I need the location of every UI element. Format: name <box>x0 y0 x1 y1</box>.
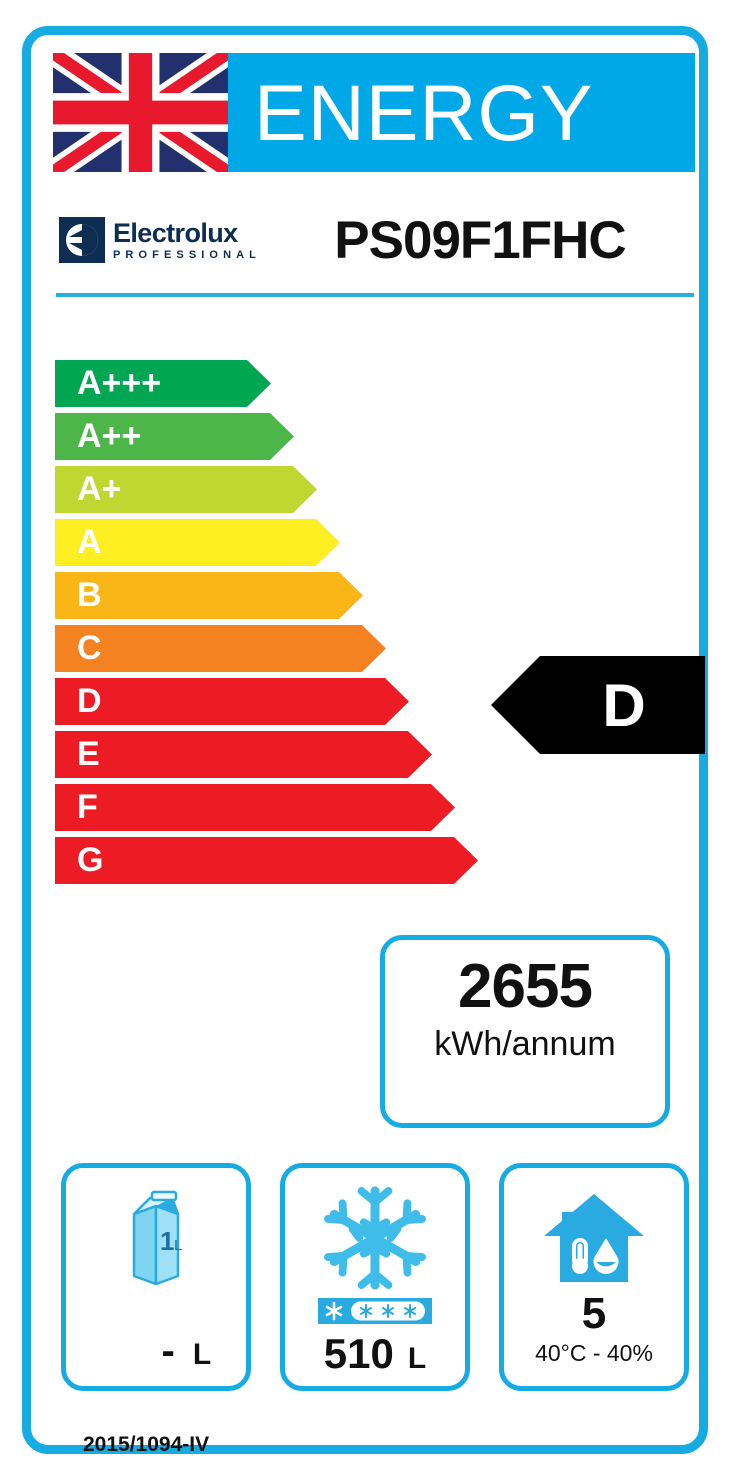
climate-conditions: 40°C - 40% <box>535 1340 653 1366</box>
grade-arrow-e <box>55 731 432 778</box>
house-climate-icon <box>540 1180 648 1296</box>
model-identifier: PS09F1FHC <box>334 210 626 270</box>
energy-word: ENERGY <box>254 68 594 157</box>
grade-row-g: G <box>55 837 695 884</box>
grade-row-a2: A++ <box>55 413 695 460</box>
grade-arrow-c <box>55 625 386 672</box>
grade-row-f: F <box>55 784 695 831</box>
snowflake-icon <box>319 1180 431 1296</box>
grade-arrow-b <box>55 572 363 619</box>
grade-arrow-a2 <box>55 413 294 460</box>
uk-flag-icon <box>53 53 228 172</box>
freezer-volume-unit: L <box>407 1342 427 1375</box>
selected-class-letter: D <box>602 671 646 739</box>
header-divider <box>56 293 694 297</box>
regulation-reference: 2015/1094-IV <box>83 1433 210 1456</box>
consumption-value: 2655 <box>458 952 593 1021</box>
freezer-volume-box: 510 L <box>280 1163 470 1391</box>
brand-logo-text: Electrolux PROFESSIONAL <box>113 217 261 261</box>
brand-subtitle: PROFESSIONAL <box>113 248 261 261</box>
four-star-rating-icon <box>318 1298 432 1324</box>
fresh-food-volume-unit: L <box>192 1338 212 1371</box>
grade-row-a: A <box>55 519 695 566</box>
grade-arrow-g <box>55 837 478 884</box>
grade-arrow-a1 <box>55 466 317 513</box>
svg-text:L: L <box>174 1237 182 1254</box>
grade-arrow-d <box>55 678 409 725</box>
energy-title-band: ENERGY <box>228 53 695 172</box>
annual-consumption-box: 2655 kWh/annum <box>380 935 670 1128</box>
electrolux-mark-icon <box>59 217 105 263</box>
fresh-food-volume-value: - <box>161 1329 175 1373</box>
grade-arrow-a <box>55 519 340 566</box>
grade-row-b: B <box>55 572 695 619</box>
selected-energy-class-marker: D <box>491 656 705 754</box>
brand-row: Electrolux PROFESSIONAL PS09F1FHC <box>53 190 695 290</box>
svg-text:1: 1 <box>160 1226 174 1256</box>
label-header: ENERGY <box>53 53 695 172</box>
climate-class-value: 5 <box>581 1289 607 1338</box>
brand-logo: Electrolux PROFESSIONAL <box>53 217 283 263</box>
energy-label-frame: ENERGY Electrolux PROFESSIONAL PS09F1FHC <box>22 26 708 1456</box>
fresh-food-values: - L <box>66 1329 246 1374</box>
energy-class-scale: A+++ A++ A+ A <box>55 360 695 890</box>
feature-boxes: 1 L - L <box>61 1163 689 1391</box>
grade-row-a1: A+ <box>55 466 695 513</box>
milk-carton-icon: 1 L <box>116 1180 196 1296</box>
climate-class-box: 5 40°C - 40% <box>499 1163 689 1391</box>
freezer-volume-value: 510 <box>323 1330 394 1377</box>
freezer-values: 510 L <box>285 1330 465 1378</box>
grade-arrow-a3 <box>55 360 271 407</box>
consumption-unit: kWh/annum <box>434 1025 616 1064</box>
grade-arrow-f <box>55 784 455 831</box>
brand-name: Electrolux <box>113 217 238 248</box>
fresh-food-volume-box: 1 L - L <box>61 1163 251 1391</box>
grade-row-a3: A+++ <box>55 360 695 407</box>
